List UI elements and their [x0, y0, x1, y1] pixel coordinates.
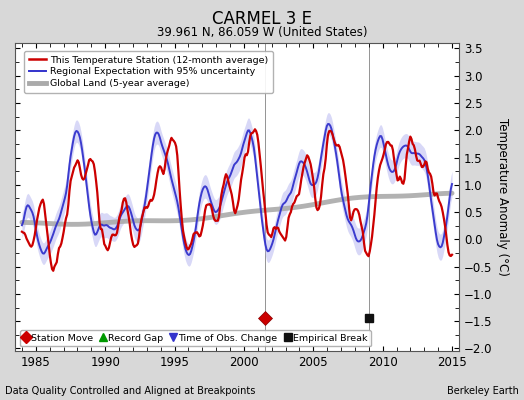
Text: CARMEL 3 E: CARMEL 3 E [212, 10, 312, 28]
Text: Data Quality Controlled and Aligned at Breakpoints: Data Quality Controlled and Aligned at B… [5, 386, 256, 396]
Legend: Station Move, Record Gap, Time of Obs. Change, Empirical Break: Station Move, Record Gap, Time of Obs. C… [20, 330, 371, 346]
Text: Berkeley Earth: Berkeley Earth [447, 386, 519, 396]
Y-axis label: Temperature Anomaly (°C): Temperature Anomaly (°C) [496, 118, 509, 276]
Text: 39.961 N, 86.059 W (United States): 39.961 N, 86.059 W (United States) [157, 26, 367, 39]
